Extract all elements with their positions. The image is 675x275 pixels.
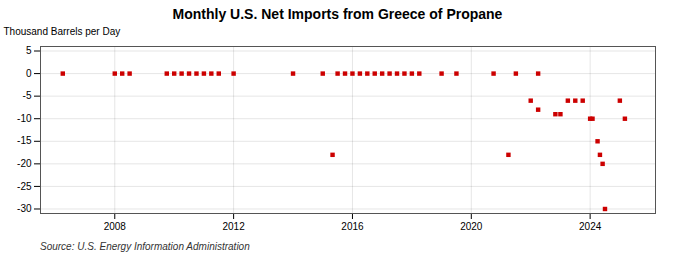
html-text:Source: U.S. Energy Informatio: Source: U.S. Energy Information Administ… bbox=[40, 241, 250, 252]
svg-text:5: 5 bbox=[26, 45, 32, 56]
svg-text:2012: 2012 bbox=[222, 221, 245, 232]
html-text:Monthly U.S. Net Imports from: Monthly U.S. Net Imports from Greece of … bbox=[172, 6, 503, 22]
svg-text:-30: -30 bbox=[17, 203, 32, 214]
svg-text:2024: 2024 bbox=[579, 221, 602, 232]
svg-text:-10: -10 bbox=[17, 113, 32, 124]
svg-text:0: 0 bbox=[26, 68, 32, 79]
svg-text:-15: -15 bbox=[17, 135, 32, 146]
svg-text:-5: -5 bbox=[23, 90, 32, 101]
svg-text:2020: 2020 bbox=[460, 221, 483, 232]
svg-text:2016: 2016 bbox=[341, 221, 364, 232]
svg-text:-25: -25 bbox=[17, 181, 32, 192]
svg-text:Thousand Barrels per Day: Thousand Barrels per Day bbox=[4, 26, 121, 37]
svg-text:2008: 2008 bbox=[104, 221, 127, 232]
svg-text:-20: -20 bbox=[17, 158, 32, 169]
